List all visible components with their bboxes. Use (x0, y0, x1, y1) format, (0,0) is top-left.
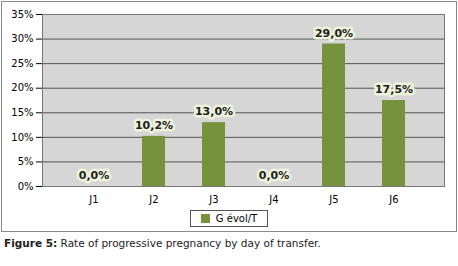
svg-text:25%: 25% (11, 58, 33, 69)
svg-text:35%: 35% (11, 9, 33, 20)
svg-text:15%: 15% (11, 107, 33, 118)
svg-text:J3: J3 (208, 194, 218, 205)
svg-text:13,0%: 13,0% (195, 105, 233, 118)
svg-text:0%: 0% (18, 181, 34, 192)
svg-text:0,0%: 0,0% (79, 169, 110, 182)
svg-text:0,0%: 0,0% (259, 169, 290, 182)
svg-text:10%: 10% (11, 132, 33, 143)
svg-text:J6: J6 (388, 194, 398, 205)
svg-text:10,2%: 10,2% (135, 119, 173, 132)
svg-text:20%: 20% (11, 82, 33, 93)
svg-text:5%: 5% (18, 156, 34, 167)
svg-text:J1: J1 (88, 194, 98, 205)
svg-text:J4: J4 (268, 194, 278, 205)
svg-text:J2: J2 (148, 194, 158, 205)
svg-text:17,5%: 17,5% (375, 83, 413, 96)
html-text:G évol/T: G évol/T (215, 213, 258, 224)
svg-text:J5: J5 (328, 194, 338, 205)
html-text:Figure 5: Rate of progressive: Figure 5: Rate of progressive pregnancy … (4, 237, 321, 249)
svg-text:30%: 30% (11, 33, 33, 44)
svg-text:29,0%: 29,0% (315, 27, 353, 40)
